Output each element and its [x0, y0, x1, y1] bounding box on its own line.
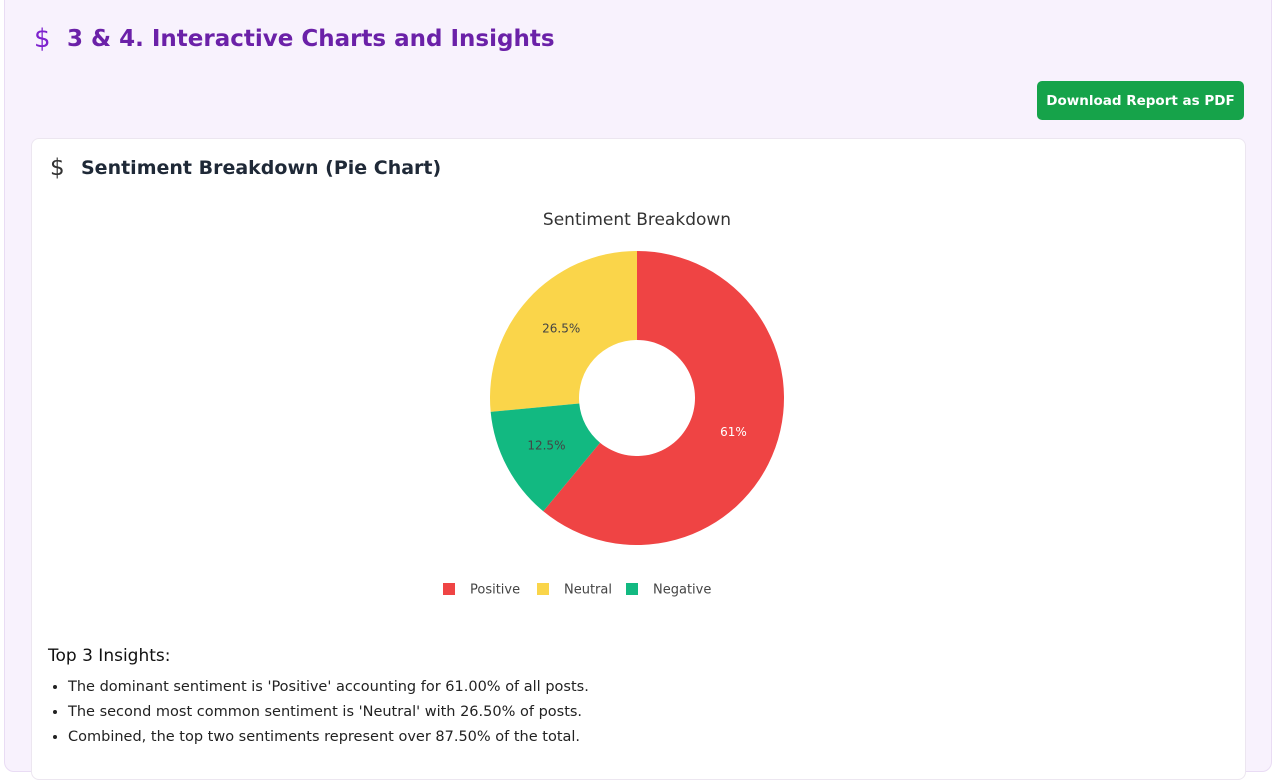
legend-label: Negative — [653, 583, 711, 598]
card-title: Sentiment Breakdown (Pie Chart) — [81, 157, 442, 179]
page: $ 3 & 4. Interactive Charts and Insights… — [0, 0, 1274, 747]
header-icon: $ — [34, 24, 51, 54]
insights-title: Top 3 Insights: — [48, 646, 171, 666]
legend-swatch — [626, 583, 638, 595]
pie-slice — [490, 403, 601, 512]
insight-item: The dominant sentiment is 'Positive' acc… — [68, 679, 589, 704]
insights-list: The dominant sentiment is 'Positive' acc… — [48, 679, 589, 754]
slice-label: 12.5% — [527, 438, 565, 452]
legend-swatch — [443, 583, 455, 595]
pie-slice — [490, 251, 637, 412]
card-icon: $ — [50, 155, 65, 181]
chart-title: Sentiment Breakdown — [543, 210, 731, 230]
pie-slice — [543, 251, 784, 545]
header-title: 3 & 4. Interactive Charts and Insights — [67, 26, 555, 52]
slice-label: 61% — [720, 425, 747, 439]
slice-label: 26.5% — [542, 322, 580, 336]
legend-label: Neutral — [564, 583, 612, 598]
legend-swatch — [537, 583, 549, 595]
download-button[interactable]: Download Report as PDF — [1037, 81, 1244, 120]
chart: Sentiment Breakdown 61% 26.5% 12.5% Positiv… — [443, 210, 784, 598]
legend-label: Positive — [470, 583, 520, 598]
insight-item: The second most common sentiment is 'Neu… — [68, 704, 589, 729]
insight-item: Combined, the top two sentiments represe… — [68, 729, 589, 754]
